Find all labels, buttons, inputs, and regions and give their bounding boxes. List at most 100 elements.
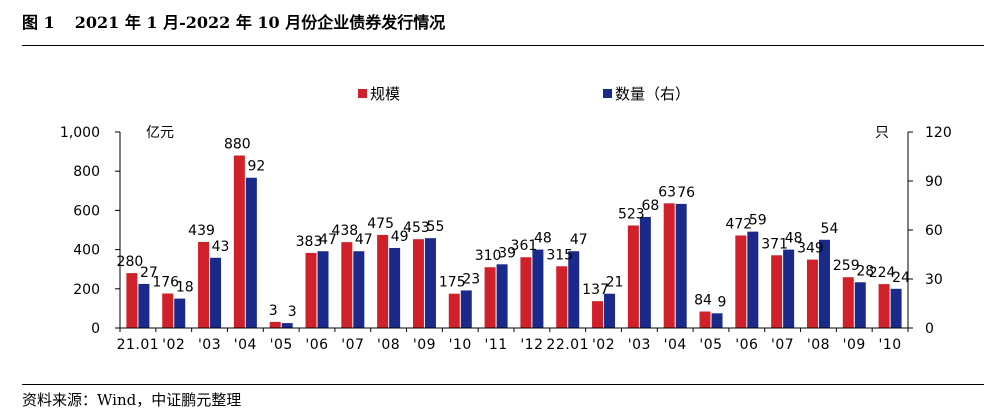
data-label-scale: 280 <box>117 254 144 270</box>
bar-count <box>711 313 723 328</box>
legend-swatch-scale <box>358 89 367 98</box>
bar-scale <box>412 239 424 328</box>
bar-scale <box>341 242 353 328</box>
data-label-scale: 137 <box>582 282 609 298</box>
data-label-count: 76 <box>677 185 695 201</box>
x-tick-label: '08 <box>377 337 400 353</box>
x-tick-label: '09 <box>843 337 866 353</box>
data-label-count: 9 <box>718 294 727 310</box>
legend-label-scale: 规模 <box>370 85 400 103</box>
data-label-scale: 475 <box>367 216 394 232</box>
data-label-scale: 371 <box>761 236 788 252</box>
right-axis-tick-label: 0 <box>925 321 934 337</box>
data-label-count: 48 <box>534 231 552 247</box>
left-axis-tick-label: 0 <box>91 321 100 337</box>
bar-count <box>639 216 651 328</box>
x-tick-label: 22.01 <box>546 337 589 353</box>
data-label-count: 27 <box>140 265 158 281</box>
data-label-count: 59 <box>749 213 767 229</box>
figure-label: 图 1 <box>22 13 55 32</box>
legend-swatch-count <box>603 89 612 98</box>
left-axis-tick-label: 800 <box>73 164 100 180</box>
x-tick-label: '10 <box>449 337 472 353</box>
data-label-scale: 175 <box>439 275 466 291</box>
x-tick-label: '05 <box>270 337 293 353</box>
right-axis-tick-label: 60 <box>925 223 943 239</box>
source-note: 资料来源：Wind，中证鹏元整理 <box>22 391 242 409</box>
data-label-scale: 3 <box>269 303 278 319</box>
data-label-scale: 438 <box>331 223 358 239</box>
data-label-count: 47 <box>570 232 588 248</box>
x-tick-label: '04 <box>234 337 257 353</box>
data-label-scale: 259 <box>833 258 860 274</box>
data-label-scale: 453 <box>403 220 430 236</box>
bar-scale <box>520 257 532 328</box>
left-axis-tick-label: 400 <box>73 243 100 259</box>
bar-scale <box>198 241 210 328</box>
bar-count <box>854 282 866 328</box>
figure-title-text: 2021 年 1 月-2022 年 10 月份企业债券发行情况 <box>74 13 446 32</box>
figure-title: 图 1 2021 年 1 月-2022 年 10 月份企业债券发行情况 <box>22 9 445 33</box>
bar-count <box>174 298 186 328</box>
data-label-count: 21 <box>606 275 624 291</box>
data-label-count: 49 <box>391 229 409 245</box>
data-label-count: 54 <box>821 221 839 237</box>
x-tick-label: '03 <box>198 337 221 353</box>
bar-count <box>818 239 830 328</box>
right-axis-tick-label: 30 <box>925 272 943 288</box>
bar-count <box>496 264 508 328</box>
x-tick-label: '02 <box>162 337 185 353</box>
bars <box>126 155 902 328</box>
x-tick-label: '12 <box>520 337 543 353</box>
x-tick-label: '10 <box>879 337 902 353</box>
bar-count <box>353 251 365 328</box>
right-axis: 0 30 60 90 120 只 <box>875 125 952 337</box>
x-tick-label: '09 <box>413 337 436 353</box>
bar-scale <box>484 267 496 328</box>
bar-count <box>675 203 687 328</box>
x-tick-label: '11 <box>485 337 508 353</box>
bar-count <box>460 290 472 328</box>
left-axis-tick-label: 200 <box>73 282 100 298</box>
right-axis-unit: 只 <box>875 125 889 141</box>
data-label-count: 18 <box>176 280 194 296</box>
bar-count <box>890 288 902 328</box>
left-axis-tick-label: 1,000 <box>60 125 100 141</box>
x-tick-label: '07 <box>341 337 364 353</box>
bar-scale <box>162 293 174 328</box>
data-label-scale: 349 <box>797 241 824 257</box>
bar-scale <box>126 273 138 328</box>
data-label-count: 47 <box>319 232 337 248</box>
x-tick-label: 21.01 <box>117 337 160 353</box>
bar-scale <box>806 259 818 328</box>
data-label-count: 68 <box>641 198 659 214</box>
data-label-count: 47 <box>355 232 373 248</box>
x-tick-label: '06 <box>305 337 328 353</box>
bar-scale <box>663 203 675 328</box>
x-tick-label: '06 <box>735 337 758 353</box>
data-label-scale: 63 <box>658 184 676 200</box>
bar-scale <box>556 266 568 328</box>
legend: 规模 数量（右） <box>358 85 690 103</box>
data-label-scale: 383 <box>296 234 323 250</box>
data-label-count: 3 <box>288 304 297 320</box>
bar-count <box>389 247 401 328</box>
bar-count <box>424 238 436 328</box>
bar-scale <box>305 252 317 328</box>
data-label-scale: 84 <box>694 293 712 309</box>
bar-count <box>532 249 544 328</box>
right-axis-tick-label: 90 <box>925 174 943 190</box>
data-label-count: 55 <box>427 219 445 235</box>
data-label-count: 24 <box>892 270 910 286</box>
x-tick-label: '08 <box>807 337 830 353</box>
data-label-scale: 472 <box>725 216 752 232</box>
right-axis-tick-label: 120 <box>925 125 952 141</box>
bar-count <box>245 177 257 328</box>
data-label-scale: 176 <box>152 275 179 291</box>
x-tick-label: '07 <box>771 337 794 353</box>
data-label-scale: 880 <box>224 137 251 153</box>
x-tick-label: '03 <box>628 337 651 353</box>
data-label-count: 43 <box>212 239 230 255</box>
data-label-count: 39 <box>498 245 516 261</box>
